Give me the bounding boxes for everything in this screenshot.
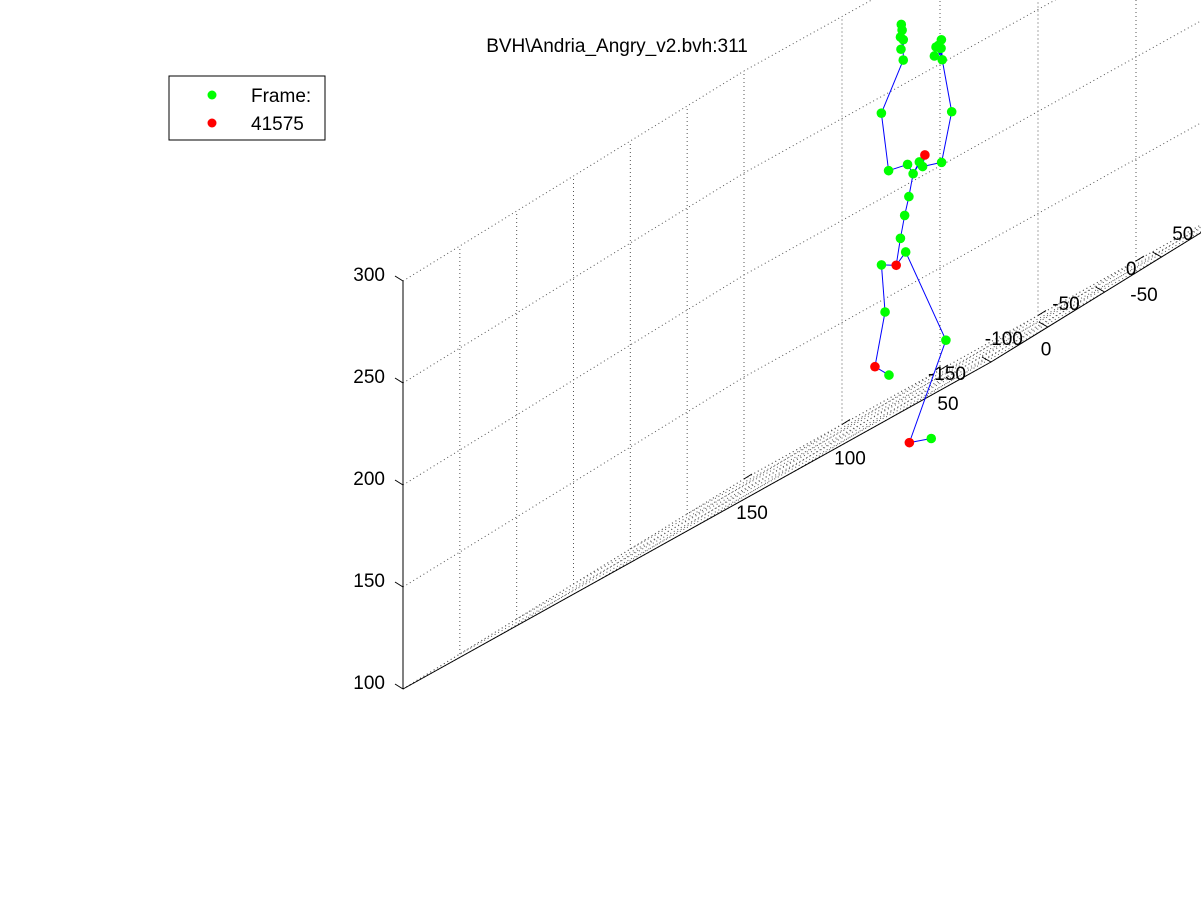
legend: Frame: 41575	[168, 75, 326, 141]
joint-l_clavicle	[902, 159, 913, 170]
joint-l_elbow	[876, 108, 887, 118]
z-tick-mark	[394, 275, 404, 282]
z-tick-label: 200	[353, 469, 385, 490]
x-tick-mark	[939, 364, 949, 371]
x-tick-mark	[841, 419, 851, 425]
joint-r_finger6	[936, 34, 947, 45]
bone-l_shoulder-l_elbow	[880, 113, 890, 171]
joint-r_finger4	[936, 43, 946, 54]
grid-lines	[402, 0, 1201, 690]
z-tick-label: 300	[353, 265, 385, 286]
bone-l_elbow-l_wrist	[880, 59, 904, 114]
y-tick-mark	[981, 356, 992, 363]
joint-l_finger4	[895, 32, 906, 42]
bone-r_thigh-r_knee	[905, 251, 947, 341]
x-tick-label: -50	[1130, 285, 1157, 306]
floor-grid-line	[686, 227, 1201, 515]
legend-label-frame: Frame:	[251, 86, 311, 107]
y-tick-label: -100	[985, 329, 1023, 350]
axis-lines	[394, 232, 1201, 690]
joint-r_ankle	[904, 437, 915, 448]
legend-label-frame-number: 41575	[251, 114, 304, 135]
joint-r_hand	[937, 54, 948, 65]
z-tick-mark	[394, 683, 404, 690]
joint-l_shoulder	[883, 165, 894, 176]
z-tick-mark	[394, 479, 404, 486]
legend-marker-frame-number	[207, 118, 217, 128]
wall-grid-line	[402, 70, 745, 282]
joint-r_thigh	[900, 247, 911, 257]
bone-r_elbow-r_wrist	[941, 111, 953, 163]
tick-labels: -150-100-50050100150-150-100-50050100150…	[353, 224, 1193, 694]
bone-r_wrist-r_hand	[941, 59, 953, 112]
joint-spine2	[904, 191, 914, 202]
joint-r_shoulder	[917, 161, 928, 172]
wall-grid-line	[743, 0, 1057, 174]
wall-grid-line	[402, 172, 745, 384]
x-tick-label: 50	[937, 394, 958, 415]
x-tick-label: 150	[736, 503, 768, 524]
wall-grid-line	[402, 478, 745, 690]
joint-r_wrist	[946, 106, 957, 117]
floor-grid-line	[743, 224, 1201, 480]
skeleton-joints	[870, 19, 957, 448]
joint-r_finger5	[929, 51, 940, 61]
z-tick-mark	[394, 581, 404, 588]
z-tick-mark	[394, 377, 404, 384]
z-tick-label: 250	[353, 367, 385, 388]
joint-spine1	[899, 210, 910, 221]
floor-grid-line	[630, 231, 1201, 550]
wall-grid-line	[743, 122, 1201, 378]
joint-spine	[895, 233, 906, 244]
floor-grid-line	[459, 326, 1049, 655]
joint-r_toe	[926, 433, 937, 444]
legend-box	[168, 75, 326, 141]
wall-grid-line	[402, 274, 745, 486]
joint-hip	[891, 260, 901, 271]
y-tick-label: 0	[1126, 259, 1137, 280]
wall-grid-line	[743, 224, 1201, 480]
wall-grid-line	[743, 0, 873, 72]
wall-grid-line	[402, 376, 745, 588]
joint-l_ankle	[870, 361, 880, 372]
x-tick-mark	[1037, 310, 1047, 316]
joint-l_wrist	[898, 55, 909, 65]
chart-title: BVH\Andria_Angry_v2.bvh:311	[486, 36, 748, 57]
joint-l_thigh	[876, 260, 887, 270]
y-tick-mark	[1038, 321, 1049, 328]
y-tick-label: -50	[1052, 294, 1079, 315]
bone-l_thigh-l_knee	[880, 264, 886, 313]
z-tick-label: 100	[353, 673, 385, 694]
joint-l_finger2	[896, 19, 907, 30]
y-axis-line	[402, 361, 992, 690]
joint-l_finger3	[896, 44, 906, 55]
wall-grid-line	[743, 20, 1201, 276]
joint-r_clavicle	[920, 150, 930, 160]
x-tick-label: 100	[834, 449, 866, 470]
joint-l_knee	[880, 307, 890, 317]
y-tick-mark	[1095, 286, 1105, 293]
joint-r_elbow	[936, 157, 947, 168]
y-tick-label: 50	[1172, 224, 1193, 245]
x-tick-mark	[743, 473, 753, 480]
floor-grid-line	[892, 226, 1201, 417]
legend-marker-frame	[207, 90, 217, 100]
y-tick-label: -150	[928, 364, 966, 385]
x-tick-label: 0	[1041, 340, 1052, 361]
joint-r_knee	[941, 335, 951, 345]
floor-grid-line	[573, 256, 1162, 585]
y-tick-mark	[1152, 251, 1162, 258]
bone-r_knee-r_ankle	[908, 340, 947, 443]
joint-l_toe	[884, 370, 894, 380]
z-tick-label: 150	[353, 571, 385, 592]
floor-grid-line	[516, 291, 1105, 620]
bone-l_knee-l_ankle	[874, 311, 886, 367]
x-tick-mark	[1135, 255, 1145, 262]
joint-neck	[908, 168, 918, 179]
